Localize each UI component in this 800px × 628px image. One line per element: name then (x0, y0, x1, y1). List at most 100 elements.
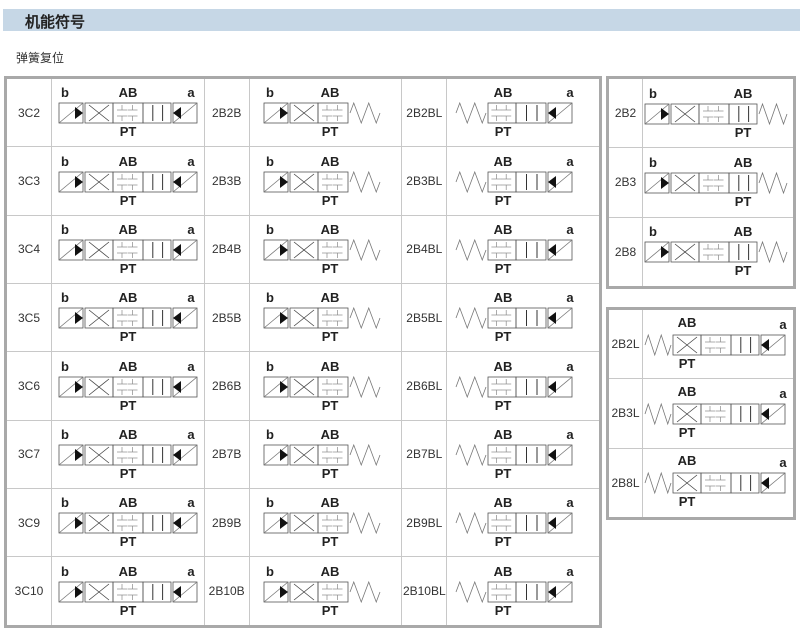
label-ab: AB (118, 154, 137, 169)
spring-icon (455, 102, 487, 125)
valve-code: 2B6BL (401, 351, 448, 421)
valve-code: 3C9 (5, 488, 52, 558)
spring-icon (350, 375, 381, 398)
solenoid-arrow-icon (280, 312, 289, 325)
label-ab: AB (321, 495, 340, 510)
solenoid-arrow-icon (74, 243, 83, 256)
solenoid-arrow-icon (74, 312, 83, 325)
label-a: a (567, 290, 575, 305)
label-ab: AB (321, 154, 340, 169)
label-ab: AB (321, 85, 340, 100)
label-pt: PT (495, 466, 512, 481)
valve-symbol-cell: b AB PT (642, 147, 795, 218)
label-b: b (649, 86, 657, 101)
label-ab: AB (118, 359, 137, 374)
label-pt: PT (322, 534, 339, 549)
spring-icon (455, 375, 487, 398)
label-pt: PT (322, 398, 339, 413)
label-a: a (779, 317, 787, 332)
label-b: b (267, 154, 275, 169)
valve-code: 2B8 (607, 216, 643, 289)
valve-symbol-cell: a AB PT (446, 351, 601, 421)
solenoid-arrow-icon (172, 517, 181, 530)
label-ab: AB (494, 495, 513, 510)
label-pt: PT (735, 263, 752, 278)
table-row: 3C5 b AB a PT 2B5B b AB PT 2B5BL a AB PT (5, 283, 601, 353)
label-ab: AB (321, 359, 340, 374)
spring-icon (350, 307, 381, 330)
side-symbol-table-2: 2B2L a AB PT 2B3L a AB PT 2B8L a AB PT (606, 307, 796, 520)
label-a: a (187, 495, 195, 510)
main-symbol-table: 3C2 b AB a PT 2B2B b AB PT 2B2BL a AB PT 3C3 b AB a PT 2B3… (4, 76, 602, 628)
valve-symbol-cell: b AB PT (248, 146, 403, 216)
label-pt: PT (495, 398, 512, 413)
label-ab: AB (494, 564, 513, 579)
label-b: b (267, 564, 275, 579)
valve-symbol-cell: b AB a PT (51, 351, 205, 421)
label-pt: PT (495, 329, 512, 344)
valve-symbol: b AB PT (264, 359, 381, 413)
label-pt: PT (679, 425, 696, 440)
label-ab: AB (678, 384, 697, 399)
label-b: b (61, 222, 69, 237)
valve-code: 2B3L (607, 378, 643, 449)
valve-symbol: b AB PT (264, 495, 381, 549)
label-ab: AB (118, 85, 137, 100)
valve-code: 3C10 (5, 556, 52, 627)
label-a: a (187, 290, 195, 305)
label-ab: AB (494, 85, 513, 100)
label-pt: PT (120, 603, 137, 618)
label-a: a (567, 495, 575, 510)
valve-code: 3C4 (5, 214, 52, 285)
valve-code: 2B9B (203, 488, 250, 558)
spring-icon (758, 241, 788, 264)
label-ab: AB (118, 290, 137, 305)
label-b: b (61, 564, 69, 579)
label-pt: PT (495, 124, 512, 139)
spring-icon (455, 512, 487, 535)
table-row: 3C7 b AB a PT 2B7B b AB PT 2B7BL a AB PT (5, 419, 601, 490)
table-row: 2B3 b AB PT (607, 147, 795, 218)
label-b: b (267, 495, 275, 510)
valve-symbol-cell: b AB a PT (51, 214, 205, 285)
solenoid-arrow-icon (172, 585, 181, 598)
spring-icon (644, 402, 672, 426)
label-b: b (649, 224, 657, 239)
label-pt: PT (120, 124, 137, 139)
valve-symbol: b AB a PT (58, 154, 198, 208)
valve-symbol-cell: b AB a PT (51, 419, 205, 490)
spring-icon (455, 307, 487, 330)
valve-symbol-cell: a AB PT (446, 488, 601, 558)
label-b: b (267, 85, 275, 100)
spring-icon (455, 443, 487, 467)
valve-symbol: a AB PT (644, 384, 787, 440)
table-row: 3C4 b AB a PT 2B4B b AB PT 2B4BL a AB PT (5, 214, 601, 285)
label-pt: PT (322, 124, 339, 139)
valve-code: 2B7BL (401, 419, 448, 490)
spring-icon (758, 102, 788, 125)
valve-symbol-cell: b AB a PT (51, 76, 205, 148)
label-ab: AB (118, 222, 137, 237)
label-ab: AB (734, 86, 753, 101)
spring-icon (350, 170, 381, 193)
label-a: a (779, 386, 787, 401)
valve-symbol-cell: a AB PT (446, 419, 601, 490)
label-a: a (567, 564, 575, 579)
table-row: 3C3 b AB a PT 2B3B b AB PT 2B3BL a AB PT (5, 146, 601, 216)
label-pt: PT (322, 261, 339, 276)
label-a: a (187, 85, 195, 100)
valve-code: 2B3B (203, 146, 250, 216)
valve-code: 2B2B (203, 76, 250, 148)
spring-icon (455, 580, 487, 603)
solenoid-arrow-icon (761, 407, 769, 420)
valve-symbol: a AB PT (455, 564, 575, 618)
valve-symbol: b AB a PT (58, 359, 198, 413)
solenoid-arrow-icon (172, 312, 181, 325)
spring-icon (350, 102, 381, 125)
valve-symbol-cell: b AB a PT (51, 283, 205, 353)
solenoid-arrow-icon (74, 448, 83, 461)
spring-icon (455, 170, 487, 193)
valve-symbol: a AB PT (455, 290, 575, 344)
valve-symbol: b AB a PT (58, 427, 198, 481)
solenoid-arrow-icon (548, 312, 557, 325)
